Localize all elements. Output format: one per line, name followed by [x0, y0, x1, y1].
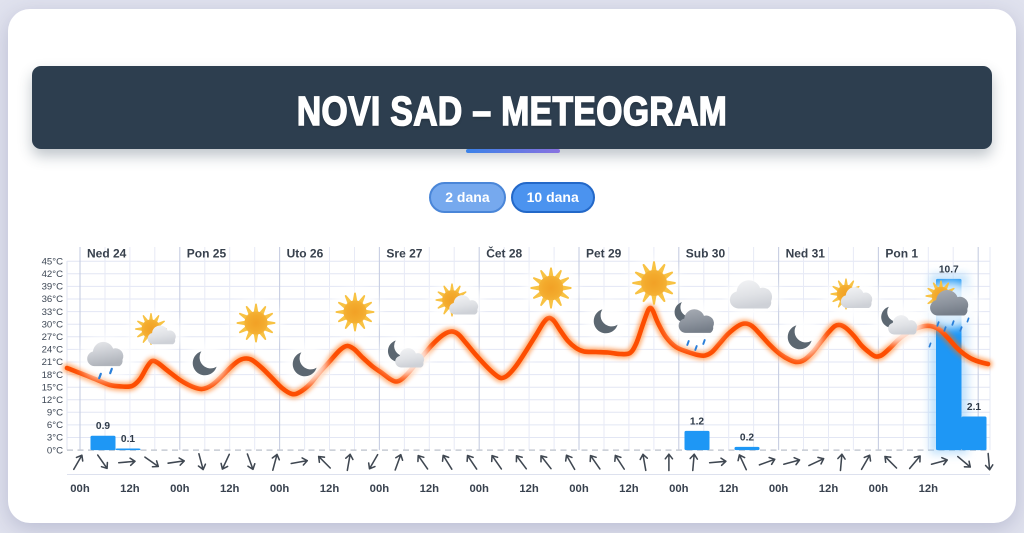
svg-text:Uto 26: Uto 26: [287, 247, 324, 261]
svg-text:6°C: 6°C: [47, 420, 63, 431]
svg-text:12h: 12h: [619, 483, 639, 495]
svg-text:45°C: 45°C: [42, 256, 64, 267]
svg-text:36°C: 36°C: [42, 294, 64, 305]
svg-text:3°C: 3°C: [47, 433, 63, 444]
svg-text:2.1: 2.1: [967, 402, 981, 413]
svg-text:Pet 29: Pet 29: [586, 247, 622, 261]
svg-text:12h: 12h: [519, 483, 539, 495]
svg-text:00h: 00h: [270, 483, 290, 495]
svg-text:00h: 00h: [769, 483, 789, 495]
svg-text:12h: 12h: [220, 483, 240, 495]
svg-text:Sre 27: Sre 27: [386, 247, 422, 261]
svg-text:Čet 28: Čet 28: [486, 246, 522, 261]
svg-text:Pon 1: Pon 1: [885, 247, 918, 261]
svg-text:9°C: 9°C: [47, 408, 63, 419]
svg-text:21°C: 21°C: [42, 357, 64, 368]
svg-text:12h: 12h: [919, 483, 939, 495]
svg-text:12h: 12h: [819, 483, 839, 495]
svg-text:30°C: 30°C: [42, 319, 64, 330]
svg-text:00h: 00h: [170, 483, 190, 495]
svg-text:0°C: 0°C: [47, 445, 63, 456]
svg-text:12°C: 12°C: [42, 395, 64, 406]
svg-text:12h: 12h: [420, 483, 440, 495]
svg-text:0.1: 0.1: [121, 434, 135, 445]
svg-text:00h: 00h: [669, 483, 689, 495]
svg-text:0.2: 0.2: [740, 432, 754, 443]
svg-text:00h: 00h: [70, 483, 90, 495]
svg-text:10.7: 10.7: [939, 264, 959, 275]
svg-text:42°C: 42°C: [42, 269, 64, 280]
svg-text:12h: 12h: [719, 483, 739, 495]
svg-text:00h: 00h: [569, 483, 589, 495]
svg-text:18°C: 18°C: [42, 370, 64, 381]
svg-text:Sub 30: Sub 30: [686, 247, 726, 261]
svg-text:Ned 31: Ned 31: [786, 247, 826, 261]
svg-text:12h: 12h: [120, 483, 140, 495]
svg-text:00h: 00h: [370, 483, 390, 495]
svg-text:15°C: 15°C: [42, 382, 64, 393]
svg-text:00h: 00h: [469, 483, 489, 495]
svg-text:12h: 12h: [320, 483, 340, 495]
svg-text:Pon 25: Pon 25: [187, 247, 227, 261]
svg-text:27°C: 27°C: [42, 332, 64, 343]
svg-text:24°C: 24°C: [42, 345, 64, 356]
svg-text:0.9: 0.9: [96, 421, 110, 432]
svg-text:33°C: 33°C: [42, 307, 64, 318]
svg-text:00h: 00h: [869, 483, 889, 495]
svg-text:39°C: 39°C: [42, 282, 64, 293]
svg-text:1.2: 1.2: [690, 416, 704, 427]
svg-text:Ned 24: Ned 24: [87, 247, 127, 261]
